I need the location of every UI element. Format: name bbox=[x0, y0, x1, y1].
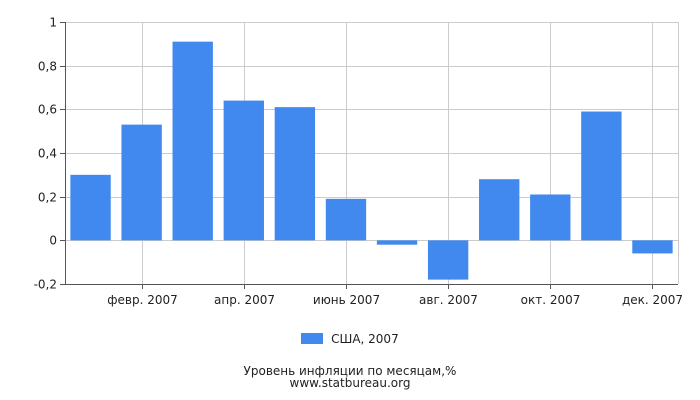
chart: -0,2 0 0,2 0,4 0,6 0,8 1 февр. 2007 апр. 2007 июн… bbox=[34, 16, 683, 308]
y-tick-label: 0,2 bbox=[38, 191, 57, 205]
x-tick-label: июнь 2007 bbox=[313, 293, 380, 307]
axes bbox=[60, 22, 678, 289]
x-tick-label: авг. 2007 bbox=[419, 293, 478, 307]
bar-6 bbox=[325, 198, 367, 241]
bar-8 bbox=[427, 240, 469, 280]
bar-3 bbox=[172, 41, 213, 241]
bar-9 bbox=[479, 179, 520, 241]
bar-5 bbox=[274, 107, 316, 241]
bar-4 bbox=[223, 100, 264, 241]
tick-labels: -0,2 0 0,2 0,4 0,6 0,8 1 февр. 2007 апр. 2007 июн… bbox=[34, 16, 683, 308]
bar-12 bbox=[632, 240, 673, 254]
chart-caption: Уровень инфляции по месяцам,% bbox=[243, 364, 457, 378]
source-url: www.statbureau.org bbox=[289, 376, 411, 390]
y-tick-label: 0,8 bbox=[38, 60, 57, 74]
x-tick-label: окт. 2007 bbox=[521, 293, 581, 307]
bar-10 bbox=[530, 194, 571, 241]
bar-11 bbox=[581, 111, 622, 241]
bar-1 bbox=[70, 174, 111, 241]
legend: США, 2007 bbox=[0, 332, 700, 346]
bar-2 bbox=[121, 124, 162, 241]
y-tick-label: -0,2 bbox=[34, 278, 57, 292]
y-tick-label: 1 bbox=[49, 16, 57, 30]
legend-swatch bbox=[301, 333, 324, 344]
legend-label: США, 2007 bbox=[331, 332, 399, 346]
x-tick-label: февр. 2007 bbox=[107, 293, 178, 307]
y-tick-label: 0 bbox=[49, 234, 57, 248]
x-tick-label: апр. 2007 bbox=[214, 293, 275, 307]
bar-7 bbox=[376, 240, 418, 245]
bars bbox=[70, 41, 673, 280]
y-tick-label: 0,6 bbox=[38, 103, 57, 117]
grid bbox=[65, 22, 679, 285]
x-tick-label: дек. 2007 bbox=[622, 293, 683, 307]
y-tick-label: 0,4 bbox=[38, 147, 57, 161]
